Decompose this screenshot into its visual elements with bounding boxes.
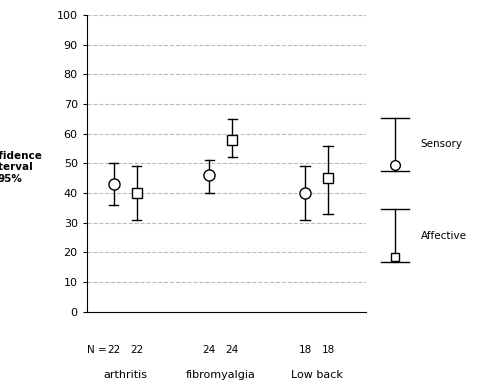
- Text: 18: 18: [298, 345, 312, 355]
- Text: 18: 18: [321, 345, 335, 355]
- Text: 22: 22: [107, 345, 120, 355]
- Text: 22: 22: [130, 345, 143, 355]
- Text: Confidence
interval
95%: Confidence interval 95%: [0, 150, 42, 184]
- Text: Low back
pain: Low back pain: [291, 370, 343, 380]
- Text: arthritis: arthritis: [103, 370, 147, 380]
- Text: 24: 24: [226, 345, 239, 355]
- Text: fibromyalgia: fibromyalgia: [186, 370, 256, 380]
- Text: Sensory: Sensory: [421, 139, 463, 149]
- Text: N =: N =: [87, 345, 107, 355]
- Text: Affective: Affective: [421, 231, 467, 241]
- Text: 24: 24: [203, 345, 216, 355]
